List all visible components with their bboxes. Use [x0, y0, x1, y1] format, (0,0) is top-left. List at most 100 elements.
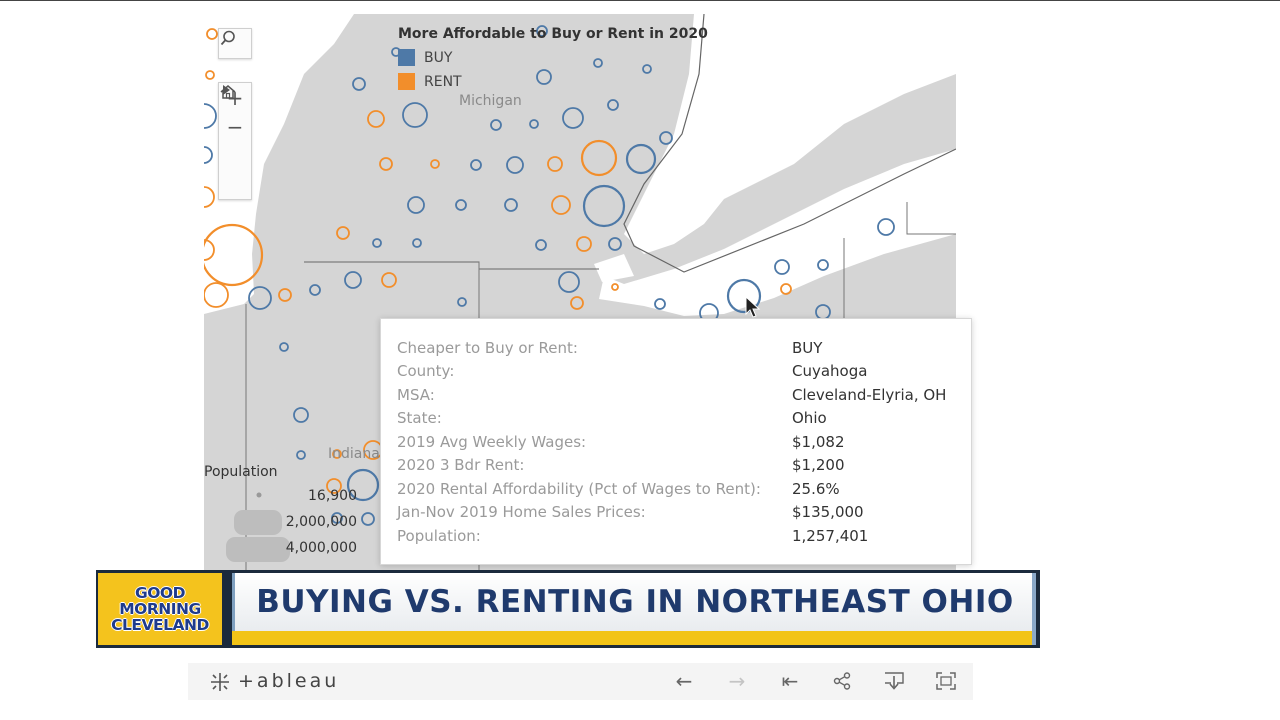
county-bubble-buy[interactable]	[344, 271, 362, 289]
county-bubble-buy[interactable]	[372, 238, 382, 248]
county-bubble-buy[interactable]	[331, 512, 343, 524]
size-legend-value-1: 16,900	[308, 488, 357, 504]
logo-line-1: GOOD	[135, 584, 185, 602]
county-bubble-rent[interactable]	[367, 110, 385, 128]
county-bubble-rent[interactable]	[580, 139, 618, 177]
tooltip-row-msa: MSA: Cleveland-Elyria, OH	[397, 386, 967, 408]
county-bubble-rent[interactable]	[379, 157, 393, 171]
tooltip-row-wages: 2019 Avg Weekly Wages: $1,082	[397, 433, 967, 455]
tooltip-value: Cleveland-Elyria, OH	[792, 386, 947, 404]
county-bubble-rent[interactable]	[204, 223, 264, 287]
map-zoom-controls[interactable]: + −	[218, 82, 252, 200]
share-button[interactable]	[827, 668, 857, 694]
county-bubble-buy[interactable]	[346, 468, 380, 502]
revert-button[interactable]: ⇤	[775, 668, 805, 694]
top-rule	[0, 0, 1280, 1]
county-bubble-rent[interactable]	[326, 478, 342, 494]
banner-edge-bar	[1032, 573, 1036, 645]
county-bubble-buy[interactable]	[593, 58, 603, 68]
county-bubble-buy[interactable]	[490, 119, 502, 131]
county-bubble-rent[interactable]	[381, 272, 397, 288]
county-bubble-rent[interactable]	[204, 239, 215, 261]
county-bubble-buy[interactable]	[607, 99, 619, 111]
home-button[interactable]	[219, 85, 251, 170]
county-bubble-buy[interactable]	[204, 146, 213, 164]
county-bubble-buy[interactable]	[504, 198, 518, 212]
county-bubble-rent[interactable]	[780, 283, 792, 295]
county-bubble-rent[interactable]	[336, 226, 350, 240]
play-button[interactable]	[219, 85, 251, 199]
county-bubble-rent[interactable]	[547, 156, 563, 172]
county-bubble-rent[interactable]	[206, 28, 218, 40]
county-bubble-buy[interactable]	[774, 259, 790, 275]
county-bubble-buy[interactable]	[654, 298, 666, 310]
county-bubble-rent[interactable]	[611, 283, 619, 291]
county-bubble-buy[interactable]	[407, 196, 425, 214]
undo-icon: ←	[675, 669, 693, 693]
county-bubble-buy[interactable]	[455, 199, 467, 211]
download-button[interactable]	[879, 668, 909, 694]
county-bubble-buy[interactable]	[815, 304, 831, 320]
tooltip-value: $1,082	[792, 433, 845, 451]
tooltip-value: $135,000	[792, 503, 864, 521]
search-button[interactable]	[219, 29, 251, 58]
bubble-layer[interactable]	[204, 25, 895, 526]
size-legend-title: Population	[204, 464, 278, 480]
county-bubble-rent[interactable]	[570, 296, 584, 310]
tooltip-label: Cheaper to Buy or Rent:	[397, 339, 578, 357]
county-bubble-buy[interactable]	[642, 64, 652, 74]
border-canada	[623, 14, 956, 273]
county-bubble-buy[interactable]	[293, 407, 309, 423]
tableau-brand[interactable]: +ableau	[238, 670, 340, 692]
fullscreen-button[interactable]	[931, 668, 961, 694]
county-bubble-buy[interactable]	[412, 238, 422, 248]
county-bubble-buy[interactable]	[535, 239, 547, 251]
county-bubble-buy[interactable]	[536, 69, 552, 85]
headline-box: BUYING VS. RENTING IN NORTHEAST OHIO	[232, 573, 1035, 631]
county-bubble-buy[interactable]	[296, 450, 306, 460]
tableau-logo-icon	[211, 673, 229, 691]
map-search-control[interactable]	[218, 28, 252, 59]
county-bubble-buy[interactable]	[248, 286, 272, 310]
county-bubble-buy[interactable]	[352, 77, 366, 91]
county-bubble-buy[interactable]	[562, 107, 584, 129]
county-bubble-rent[interactable]	[204, 282, 229, 308]
county-bubble-buy[interactable]	[726, 278, 762, 314]
county-bubble-buy[interactable]	[361, 512, 375, 526]
tooltip-label: 2020 Rental Affordability (Pct of Wages …	[397, 480, 761, 498]
tooltip-row-population: Population: 1,257,401	[397, 527, 967, 549]
tooltip-label: 2019 Avg Weekly Wages:	[397, 433, 587, 451]
county-bubble-buy[interactable]	[817, 259, 829, 271]
county-bubble-buy[interactable]	[659, 131, 673, 145]
county-bubble-buy[interactable]	[506, 156, 524, 174]
county-bubble-buy[interactable]	[558, 271, 580, 293]
county-bubble-rent[interactable]	[204, 186, 215, 208]
county-bubble-buy[interactable]	[279, 342, 289, 352]
county-bubble-buy[interactable]	[625, 143, 657, 175]
county-bubble-buy[interactable]	[470, 159, 482, 171]
legend-item-buy[interactable]: BUY	[398, 49, 708, 66]
county-bubble-buy[interactable]	[608, 237, 622, 251]
county-bubble-rent[interactable]	[430, 159, 440, 169]
county-bubble-buy[interactable]	[536, 25, 548, 37]
county-bubble-rent[interactable]	[205, 70, 215, 80]
zoom-in-button[interactable]: +	[219, 83, 251, 112]
county-bubble-buy[interactable]	[457, 297, 467, 307]
tooltip-label: MSA:	[397, 386, 435, 404]
county-bubble-buy[interactable]	[309, 284, 321, 296]
undo-button[interactable]: ←	[669, 668, 699, 694]
county-bubble-buy[interactable]	[204, 103, 217, 129]
county-bubble-rent[interactable]	[551, 195, 571, 215]
redo-button[interactable]: →	[722, 668, 752, 694]
county-bubble-rent[interactable]	[278, 288, 292, 302]
legend-item-rent[interactable]: RENT	[398, 73, 708, 90]
zoom-out-button[interactable]: −	[219, 112, 251, 141]
county-bubble-buy[interactable]	[877, 218, 895, 236]
county-bubble-buy[interactable]	[529, 119, 539, 129]
county-bubble-rent[interactable]	[332, 449, 342, 459]
county-bubble-rent[interactable]	[576, 236, 592, 252]
tooltip-row-affordability: 2020 Rental Affordability (Pct of Wages …	[397, 480, 967, 502]
county-bubble-buy[interactable]	[582, 184, 626, 228]
tooltip-row-sales-price: Jan-Nov 2019 Home Sales Prices: $135,000	[397, 503, 967, 525]
county-bubble-buy[interactable]	[402, 102, 428, 128]
